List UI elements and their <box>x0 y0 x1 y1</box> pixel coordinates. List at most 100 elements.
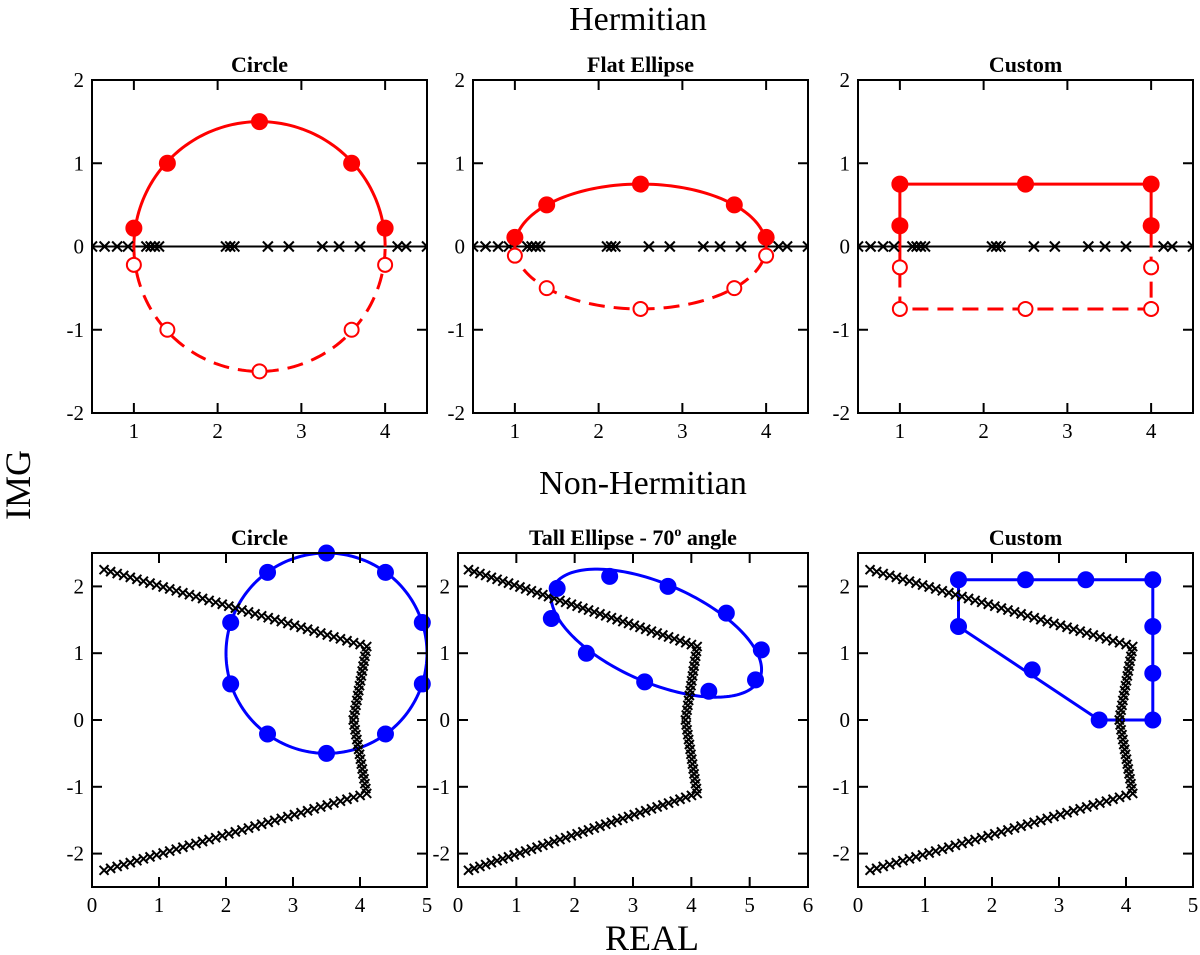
row-title-non-hermitian: Non-Hermitian <box>539 465 747 502</box>
eigenvalue-mark <box>560 597 571 608</box>
y-tick-label: 0 <box>455 235 466 259</box>
eigenvalue-mark <box>92 240 98 253</box>
eigenvalue-mark <box>1094 797 1106 809</box>
panel-1: Circle 1 2 3 4 -2 -1 0 1 2 <box>67 52 428 443</box>
eigenvalue-mark <box>888 240 900 253</box>
eigenvalue-mark <box>315 801 326 813</box>
eigenvalue-mark <box>537 840 549 851</box>
eigenvalue-mark <box>1120 240 1132 253</box>
eigenvalue-mark <box>611 614 623 625</box>
eigenvalue-mark <box>897 855 909 866</box>
eigenvalue-mark <box>923 847 935 859</box>
plot-area <box>463 564 764 876</box>
plot-area <box>98 553 427 876</box>
eigenvalue-mark <box>1055 809 1066 820</box>
x-tick-label: 5 <box>1188 893 1199 917</box>
eigenvalue-mark <box>1081 801 1092 813</box>
x-tick-label: 5 <box>744 893 755 917</box>
eigenvalue-mark <box>256 819 267 830</box>
eigenvalue-mark <box>915 240 927 253</box>
node-filled <box>601 567 619 585</box>
eigenvalue-mark <box>282 811 294 822</box>
plot-area <box>858 182 1193 311</box>
y-tick-label: -2 <box>448 401 466 425</box>
eigenvalue-mark <box>871 863 882 874</box>
eigenvalue-mark <box>871 566 882 577</box>
node-open <box>1143 259 1160 276</box>
eigenvalue-mark <box>131 574 143 585</box>
eigenvalue-mark <box>486 857 497 868</box>
eigenvalue-mark <box>243 606 254 618</box>
eigenvalue-mark <box>594 820 606 832</box>
x-tick-label: 1 <box>920 893 931 917</box>
panel-title: Custom <box>989 525 1062 550</box>
eigenvalue-mark <box>469 863 480 874</box>
eigenvalue-mark <box>969 834 981 845</box>
eigenvalue-mark <box>520 845 531 857</box>
eigenvalue-mark <box>571 828 583 840</box>
node-filled <box>376 563 394 581</box>
eigenvalue-mark <box>657 629 669 641</box>
node-open <box>251 363 268 380</box>
x-tick-label: 2 <box>212 419 223 443</box>
eigenvalue-mark <box>144 240 157 253</box>
x-tick-label: 0 <box>453 893 464 917</box>
eigenvalue-mark <box>223 600 235 612</box>
eigenvalue-mark <box>646 803 657 815</box>
node-filled <box>700 682 718 700</box>
eigenvalue-mark <box>276 813 287 824</box>
eigenvalue-mark <box>138 576 149 587</box>
eigenvalue-mark <box>149 240 161 253</box>
panel-frame <box>457 552 809 888</box>
eigenvalue-mark <box>640 805 651 816</box>
eigenvalue-mark <box>583 604 594 616</box>
x-tick-label: 4 <box>380 419 391 443</box>
node-filled <box>318 744 335 762</box>
eigenvalue-mark <box>976 597 987 608</box>
eigenvalue-mark <box>864 564 876 575</box>
eigenvalue-mark <box>566 830 577 841</box>
eigenvalue-mark <box>664 240 676 253</box>
eigenvalue-mark <box>289 809 300 820</box>
eigenvalue-mark <box>989 828 1001 840</box>
panel-title-main: Custom <box>989 52 1062 77</box>
node-open <box>1143 300 1160 317</box>
eigenvalue-mark <box>308 803 320 815</box>
y-tick-label: 0 <box>440 708 451 732</box>
node-filled <box>376 219 394 237</box>
eigenvalue-mark <box>1015 608 1027 620</box>
eigenvalue-mark <box>990 240 1002 253</box>
eigenvalue-mark <box>463 865 474 876</box>
eigenvalue-mark <box>623 811 634 822</box>
eigenvalue-mark <box>530 240 542 253</box>
eigenvalue-mark <box>243 822 254 834</box>
x-tick-label: 4 <box>355 893 366 917</box>
eigenvalue-mark <box>601 240 613 253</box>
y-tick-label: 1 <box>74 151 85 175</box>
panel-title: Custom <box>989 52 1062 77</box>
x-tick-label: 6 <box>803 893 814 917</box>
node-open <box>1017 300 1034 317</box>
node-filled <box>548 579 566 597</box>
x-axis-label: REAL <box>605 918 699 955</box>
node-open <box>506 247 523 264</box>
x-tick-label: 3 <box>288 893 299 917</box>
y-tick-label: -2 <box>67 401 85 425</box>
eigenvalue-mark <box>111 240 123 253</box>
y-tick-label: -1 <box>67 775 85 799</box>
eigenvalue-mark <box>1099 240 1111 253</box>
eigenvalue-mark <box>583 824 594 836</box>
eigenvalue-mark <box>1048 811 1060 822</box>
y-tick-label: -1 <box>833 775 851 799</box>
eigenvalue-mark <box>197 836 208 847</box>
eigenvalue-mark <box>526 585 537 597</box>
eigenvalue-mark <box>930 845 941 857</box>
y-tick-label: -1 <box>433 775 451 799</box>
node-filled <box>891 217 909 235</box>
eigenvalue-mark <box>923 581 935 593</box>
eigenvalue-mark <box>354 790 366 801</box>
eigenvalue-mark <box>884 859 895 870</box>
eigenvalue-mark <box>171 585 182 597</box>
panel-title: Tall Ellipse - 70o angle <box>529 525 737 550</box>
